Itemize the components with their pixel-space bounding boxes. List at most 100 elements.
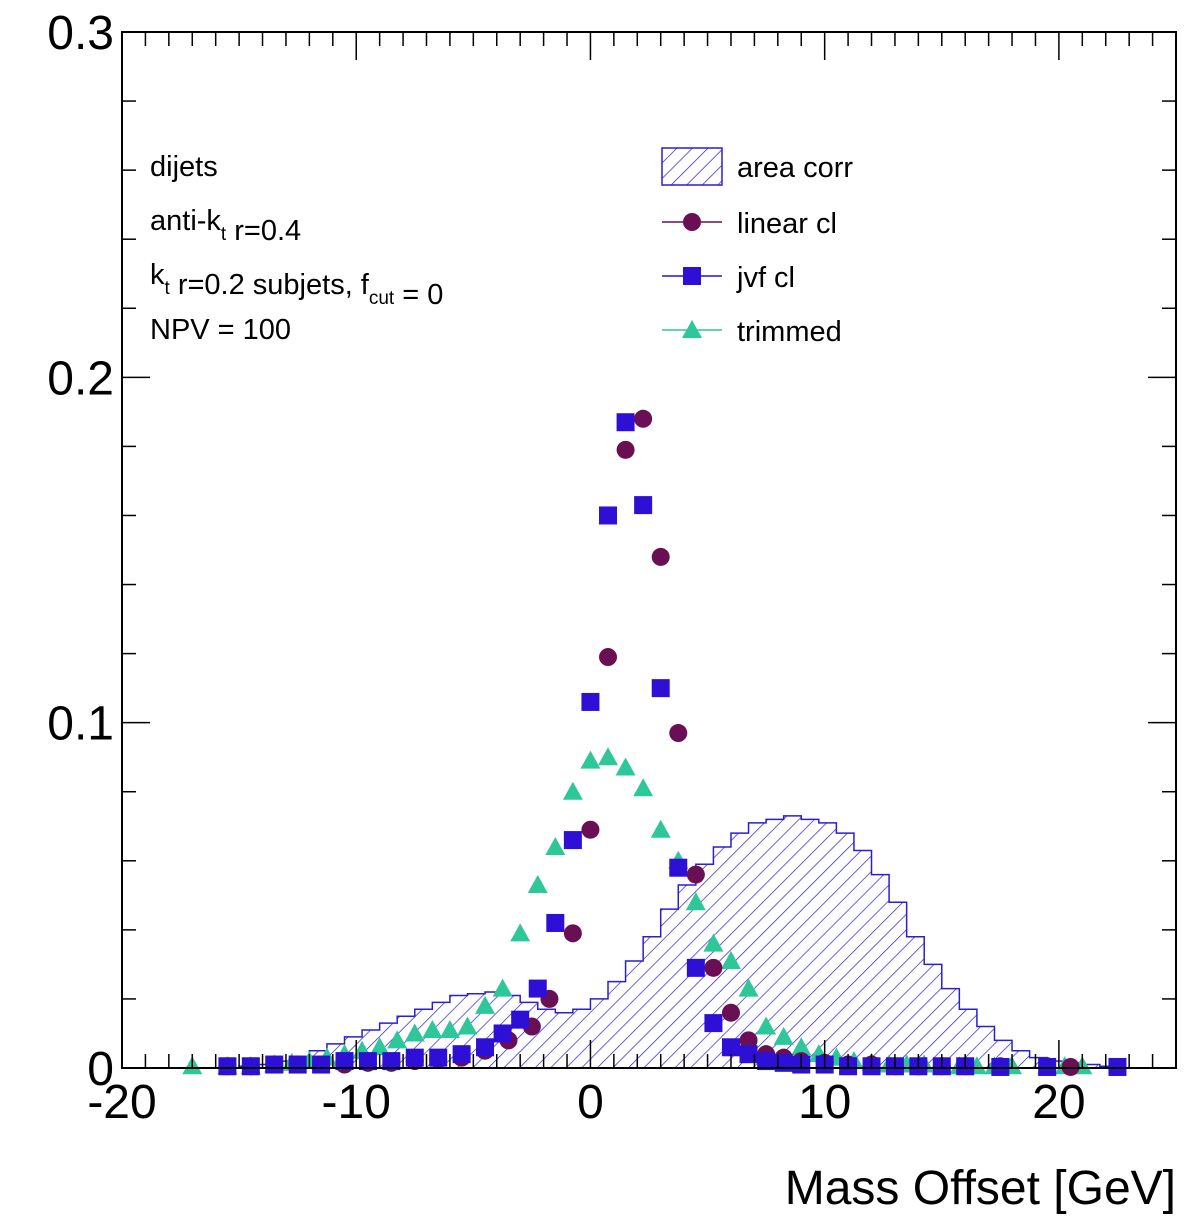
x-tick-label: -20: [87, 1076, 156, 1129]
jvf-cl-point: [721, 1038, 740, 1057]
jvf-cl-point: [546, 913, 565, 932]
trimmed-point: [439, 1020, 460, 1039]
trimmed-point: [562, 781, 583, 800]
jvf-cl-point: [358, 1052, 377, 1071]
trimmed-point: [720, 950, 741, 969]
legend-marker: [683, 213, 701, 231]
annotation-text: r=0.4: [226, 215, 301, 247]
trimmed-point: [545, 836, 566, 855]
jvf-cl-point: [704, 1014, 723, 1033]
trimmed-point: [756, 1016, 777, 1035]
linear-cl-point: [721, 1003, 740, 1022]
annotation-subscript: cut: [369, 288, 395, 309]
annotation-subscript: t: [165, 278, 171, 299]
jvf-cl-point: [757, 1052, 776, 1071]
annotation-subscript: t: [221, 224, 227, 245]
legend-swatch-area-corr: [661, 147, 723, 186]
linear-cl-point: [581, 820, 600, 839]
jvf-cl-point: [312, 1055, 331, 1074]
trimmed-point: [387, 1030, 408, 1049]
legend-label: area corr: [737, 152, 853, 184]
jvf-cl-point: [686, 958, 705, 977]
jvf-cl-point: [452, 1045, 471, 1064]
annotation-text: k: [150, 259, 165, 291]
linear-cl-point: [1061, 1057, 1080, 1076]
linear-cl-point: [739, 1031, 758, 1050]
annotation-text: = 0: [394, 279, 443, 311]
jvf-cl-point: [616, 413, 635, 432]
jvf-cl-point: [634, 496, 653, 515]
x-tick-label: 10: [798, 1076, 851, 1129]
linear-cl-point: [651, 547, 670, 566]
legend-entry: area corr: [661, 147, 853, 186]
trimmed-point: [510, 923, 531, 942]
jvf-cl-point: [493, 1024, 512, 1043]
trimmed-point: [791, 1037, 812, 1056]
y-tick-label: 0: [87, 1043, 114, 1096]
trimmed-point: [685, 892, 706, 911]
plot-frame: [121, 31, 1177, 1069]
trimmed-point: [422, 1020, 443, 1039]
jvf-cl-point: [581, 692, 600, 711]
x-tick-label: 20: [1032, 1076, 1085, 1129]
legend: area corr linear cl jvf cl trimmed: [661, 147, 853, 348]
legend-entry: linear cl: [662, 208, 837, 240]
y-tick-label: 0.1: [47, 698, 114, 751]
jvf-cl-point: [382, 1052, 401, 1071]
annotation-line: anti-kt r=0.4: [150, 205, 301, 247]
jvf-cl-point: [511, 1010, 530, 1029]
linear-cl-point: [704, 958, 723, 977]
legend-marker: [682, 320, 702, 338]
legend-label: jvf cl: [736, 262, 795, 294]
trimmed-point: [703, 933, 724, 952]
jvf-cl-point: [528, 979, 547, 998]
trimmed-point: [580, 750, 601, 769]
jvf-cl-point: [429, 1048, 448, 1067]
annotation-text: r=0.2 subjets, f: [170, 269, 370, 301]
annotation-text: dijets: [150, 151, 218, 183]
jvf-cl-point: [651, 679, 670, 698]
area-corr-histogram: [238, 815, 1119, 1069]
jvf-cl-point: [405, 1048, 424, 1067]
annotation-text: anti-k: [150, 205, 221, 237]
jvf-cl-point: [739, 1045, 758, 1064]
x-axis-title: Mass Offset [GeV]: [785, 1162, 1176, 1215]
jvf-cl-point: [265, 1055, 284, 1074]
y-tick-label: 0.2: [47, 352, 114, 405]
jvf-cl-point: [218, 1057, 237, 1076]
trimmed-point: [615, 757, 636, 776]
linear-cl-point: [563, 924, 582, 943]
jvf-cl-point: [476, 1038, 495, 1057]
trimmed-point: [598, 747, 619, 766]
linear-cl-point: [686, 865, 705, 884]
jvf-cl-point: [669, 858, 688, 877]
annotation-line: kt r=0.2 subjets, fcut = 0: [150, 259, 443, 311]
jvf-cl-point: [1108, 1057, 1127, 1076]
legend-entry: jvf cl: [662, 262, 795, 294]
x-tick-label: -10: [322, 1076, 391, 1129]
jvf-cl-point: [563, 831, 582, 850]
y-tick-labels: 0 0.1 0.2 0.3: [47, 7, 114, 1096]
jvf-cl-point: [991, 1057, 1010, 1076]
trimmed-point: [738, 978, 759, 997]
jvf-cl-point: [241, 1057, 260, 1076]
legend-label: linear cl: [737, 208, 837, 240]
annotation-line: NPV = 100: [150, 314, 291, 346]
area-corr-bars: [238, 815, 1119, 1069]
jvf-cl-point: [1038, 1057, 1057, 1076]
y-tick-label: 0.3: [47, 7, 114, 60]
annotation-text: NPV = 100: [150, 314, 291, 346]
legend-entry: trimmed: [662, 316, 842, 348]
linear-cl-point: [634, 409, 653, 428]
linear-cl-point: [599, 648, 618, 667]
plot-area: [182, 409, 1127, 1076]
jvf-cl-point: [288, 1055, 307, 1074]
trimmed-point: [404, 1023, 425, 1042]
trimmed-point: [650, 819, 671, 838]
trimmed-point: [633, 778, 654, 797]
legend-marker: [683, 267, 701, 285]
jvf-cl-point: [335, 1052, 354, 1071]
trimmed-point: [527, 874, 548, 893]
